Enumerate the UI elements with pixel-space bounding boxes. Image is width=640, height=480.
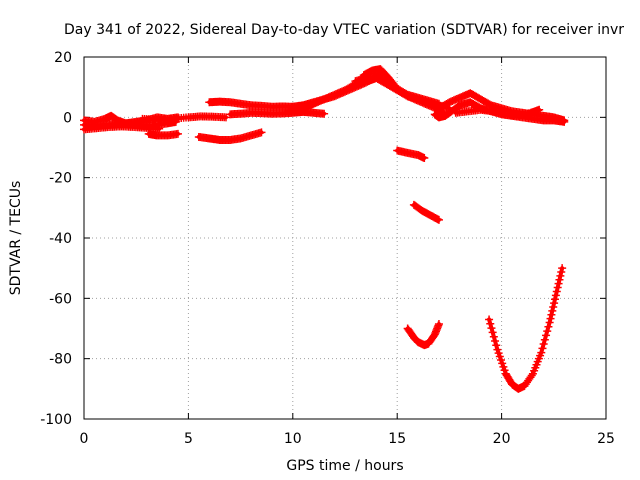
data-point — [540, 335, 549, 344]
data-point — [493, 345, 502, 354]
series-trace-07 — [205, 97, 297, 111]
series-trace-16 — [451, 105, 544, 120]
data-point — [560, 116, 569, 125]
y-tick-label: -20 — [49, 171, 72, 187]
y-tick-label: -60 — [49, 291, 72, 307]
y-tick-label: 20 — [54, 50, 72, 66]
series-trace-08 — [226, 107, 329, 119]
data-point — [320, 109, 329, 118]
data-point — [173, 129, 182, 138]
y-axis-label: SDTVAR / TECUs — [8, 181, 24, 296]
data-point — [553, 283, 562, 292]
x-tick-label: 10 — [284, 431, 302, 447]
data-point — [498, 359, 507, 368]
series-trace-20 — [485, 264, 567, 393]
series-trace-15 — [434, 89, 569, 125]
data-point — [492, 341, 501, 350]
x-tick-label: 20 — [493, 431, 511, 447]
data-point — [489, 332, 498, 341]
data-point — [551, 291, 560, 300]
series-trace-18 — [409, 200, 443, 224]
data-point — [434, 215, 443, 224]
series-line — [487, 266, 565, 391]
data-point — [539, 340, 548, 349]
x-axis-label: GPS time / hours — [286, 458, 403, 474]
data-point — [494, 349, 503, 358]
data-point — [488, 328, 497, 337]
series-trace-13 — [351, 72, 448, 117]
x-tick-label: 5 — [184, 431, 193, 447]
data-point — [548, 306, 557, 315]
series-trace-05 — [138, 112, 230, 124]
data-point — [550, 299, 559, 308]
series-trace-17 — [393, 146, 429, 163]
data-point — [555, 275, 564, 284]
data-point — [497, 355, 506, 364]
x-tick-label: 15 — [388, 431, 406, 447]
data-point — [491, 336, 500, 345]
data-point — [554, 279, 563, 288]
data-point — [552, 287, 561, 296]
data-point — [557, 268, 566, 277]
data-point — [537, 348, 546, 357]
data-point — [486, 319, 495, 328]
y-tick-label: -40 — [49, 231, 72, 247]
x-tick-label: 25 — [597, 431, 615, 447]
y-tick-label: -80 — [49, 352, 72, 368]
y-tick-label: -100 — [40, 412, 72, 428]
y-tick-label: 0 — [63, 110, 72, 126]
data-point — [499, 362, 508, 371]
data-point — [221, 113, 230, 122]
data-point — [434, 319, 443, 328]
data-point — [257, 128, 266, 137]
axis-ticks: 0 5 10 15 20 25 -100 -80 -60 -40 -20 0 20 — [40, 50, 615, 447]
data-point — [547, 310, 556, 319]
data-point — [495, 352, 504, 361]
data-point — [535, 105, 544, 114]
data-point — [543, 327, 552, 336]
series-trace-19 — [403, 319, 443, 350]
data-point — [546, 314, 555, 323]
data-series — [80, 65, 569, 393]
data-point — [549, 302, 558, 311]
series-trace-06 — [194, 128, 266, 144]
data-point — [500, 366, 509, 375]
data-point — [542, 331, 551, 340]
data-point — [538, 344, 547, 353]
x-tick-label: 0 — [80, 431, 89, 447]
data-point — [558, 264, 567, 273]
data-point — [527, 371, 536, 380]
data-point — [487, 324, 496, 333]
series-trace-03 — [80, 122, 164, 134]
chart-title: Day 341 of 2022, Sidereal Day-to-day VTE… — [64, 22, 624, 38]
data-point — [550, 295, 559, 304]
data-point — [485, 315, 494, 324]
data-point — [420, 154, 429, 163]
data-point — [556, 271, 565, 280]
data-point — [545, 318, 554, 327]
series-trace-04 — [144, 129, 182, 140]
data-point — [544, 322, 553, 331]
